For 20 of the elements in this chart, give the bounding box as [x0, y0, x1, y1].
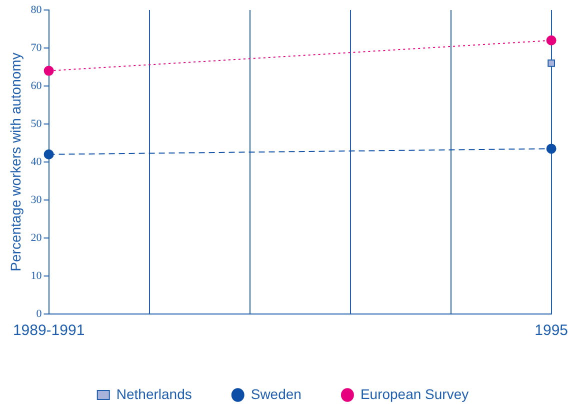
legend-label: Netherlands: [116, 386, 192, 402]
y-tick-label: 70: [30, 42, 42, 54]
y-tick-label: 80: [30, 4, 42, 16]
y-tick-label: 20: [30, 232, 42, 244]
y-tick-label: 30: [30, 194, 42, 206]
y-tick-label: 60: [30, 80, 42, 92]
point: [548, 60, 555, 67]
point: [44, 149, 54, 160]
y-tick-label: 10: [30, 270, 42, 282]
y-tick-label: 50: [30, 118, 42, 130]
y-axis-title: Percentage workers with autonomy: [7, 52, 24, 272]
x-tick-label: 1989-1991: [12, 322, 85, 340]
x-tick-label: 1995: [534, 322, 568, 340]
point: [546, 144, 556, 154]
legend-label: European Survey: [360, 386, 469, 402]
y-tick-label: 40: [30, 156, 42, 168]
legend-label: Sweden: [250, 386, 302, 402]
y-tick-label: 0: [36, 308, 42, 320]
point: [44, 66, 54, 76]
point: [546, 35, 556, 46]
